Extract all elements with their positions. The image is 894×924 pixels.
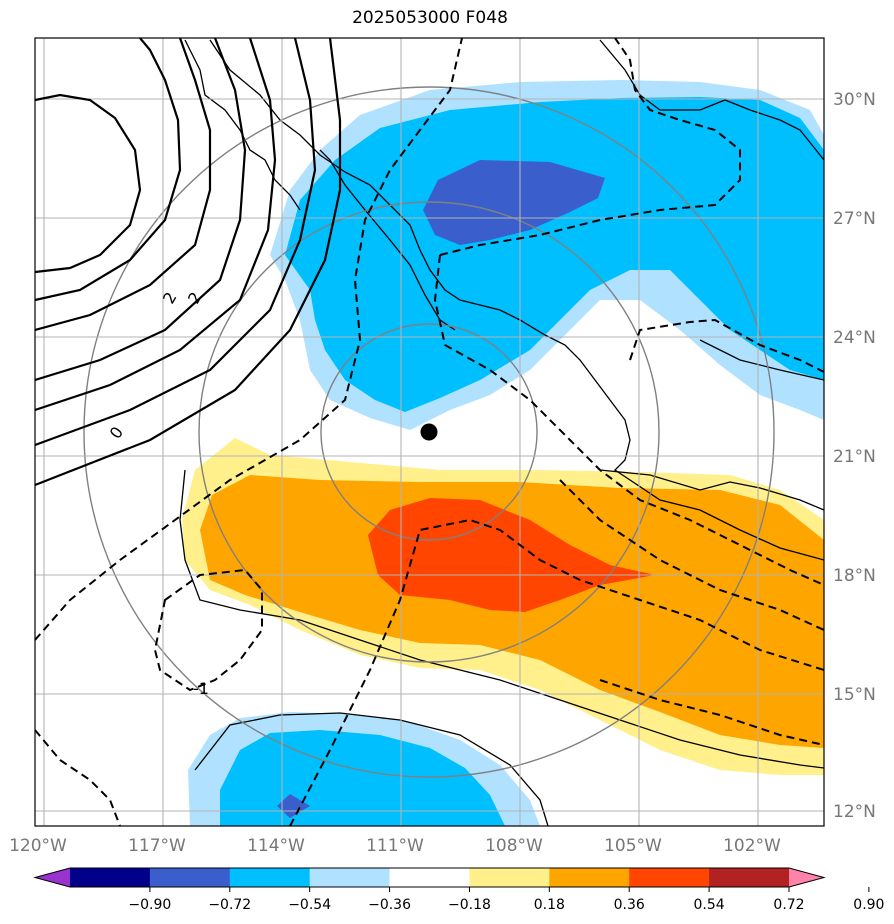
negative-anomaly-dark-south — [277, 794, 310, 818]
colorbar-tick-label: 0.18 — [534, 897, 565, 913]
contour-label-neg1: -1 — [193, 679, 209, 698]
colorbar-cell — [549, 868, 630, 887]
longitude-labels: 120°W 117°W 114°W 111°W 108°W 105°W 102°… — [9, 836, 781, 856]
lon-label-108w: 108°W — [485, 836, 543, 856]
lat-label-18n: 18°N — [833, 566, 876, 586]
lon-label-105w: 105°W — [604, 836, 662, 856]
colorbar-cell — [629, 868, 710, 887]
storm-center-marker — [420, 423, 438, 441]
negative-anomaly-dark-north — [423, 160, 605, 245]
lon-label-117w: 117°W — [128, 836, 186, 856]
map-area: 2 2 0 -1 — [35, 38, 824, 826]
negative-anomaly-mid-north — [285, 97, 824, 412]
colorbar-tick-label: 0.54 — [694, 897, 725, 913]
latitude-labels: 30°N 27°N 24°N 21°N 18°N 15°N 12°N — [833, 90, 876, 822]
colorbar-cell — [149, 868, 231, 887]
colorbar-outline — [33, 867, 826, 888]
lat-label-15n: 15°N — [833, 685, 876, 705]
colorbar-extend-min — [35, 868, 70, 887]
negative-contours — [35, 38, 824, 826]
lat-label-21n: 21°N — [833, 447, 876, 467]
colorbar-tick-label: −0.72 — [208, 897, 251, 913]
colorbar-tick-label: −0.90 — [128, 897, 171, 913]
colorbar-cell — [309, 868, 391, 887]
lat-label-27n: 27°N — [833, 209, 876, 229]
colorbar-cell — [70, 868, 151, 887]
colorbar-cell — [709, 868, 790, 887]
lon-label-114w: 114°W — [247, 836, 305, 856]
colorbar-tick-label: 0.90 — [853, 897, 884, 913]
lon-label-120w: 120°W — [9, 836, 67, 856]
colorbar-cell — [389, 868, 470, 887]
positive-contours — [35, 38, 342, 487]
colorbar-cell — [469, 868, 550, 887]
colorbar-tick-label: −0.54 — [288, 897, 331, 913]
range-rings — [83, 86, 775, 778]
map-frame — [34, 37, 825, 827]
lat-label-12n: 12°N — [833, 802, 876, 822]
lon-label-102w: 102°W — [723, 836, 781, 856]
colorbar-tick-label: −0.36 — [368, 897, 411, 913]
map-title: 2025053000 F048 — [352, 8, 508, 28]
positive-anomaly-orange — [200, 475, 824, 748]
lat-label-24n: 24°N — [833, 328, 876, 348]
colorbar-tick-label: 0.36 — [614, 897, 645, 913]
lat-label-30n: 30°N — [833, 90, 876, 110]
lon-label-111w: 111°W — [366, 836, 424, 856]
colorbar-tick-label: 0.72 — [773, 897, 804, 913]
colorbar-tick-label: −0.18 — [448, 897, 491, 913]
colorbar: −0.90 −0.72 −0.54 −0.36 −0.18 0.18 0.36 0.54 0.7… — [33, 867, 884, 913]
colorbar-cell — [229, 868, 311, 887]
colorbar-extend-max — [789, 868, 824, 887]
